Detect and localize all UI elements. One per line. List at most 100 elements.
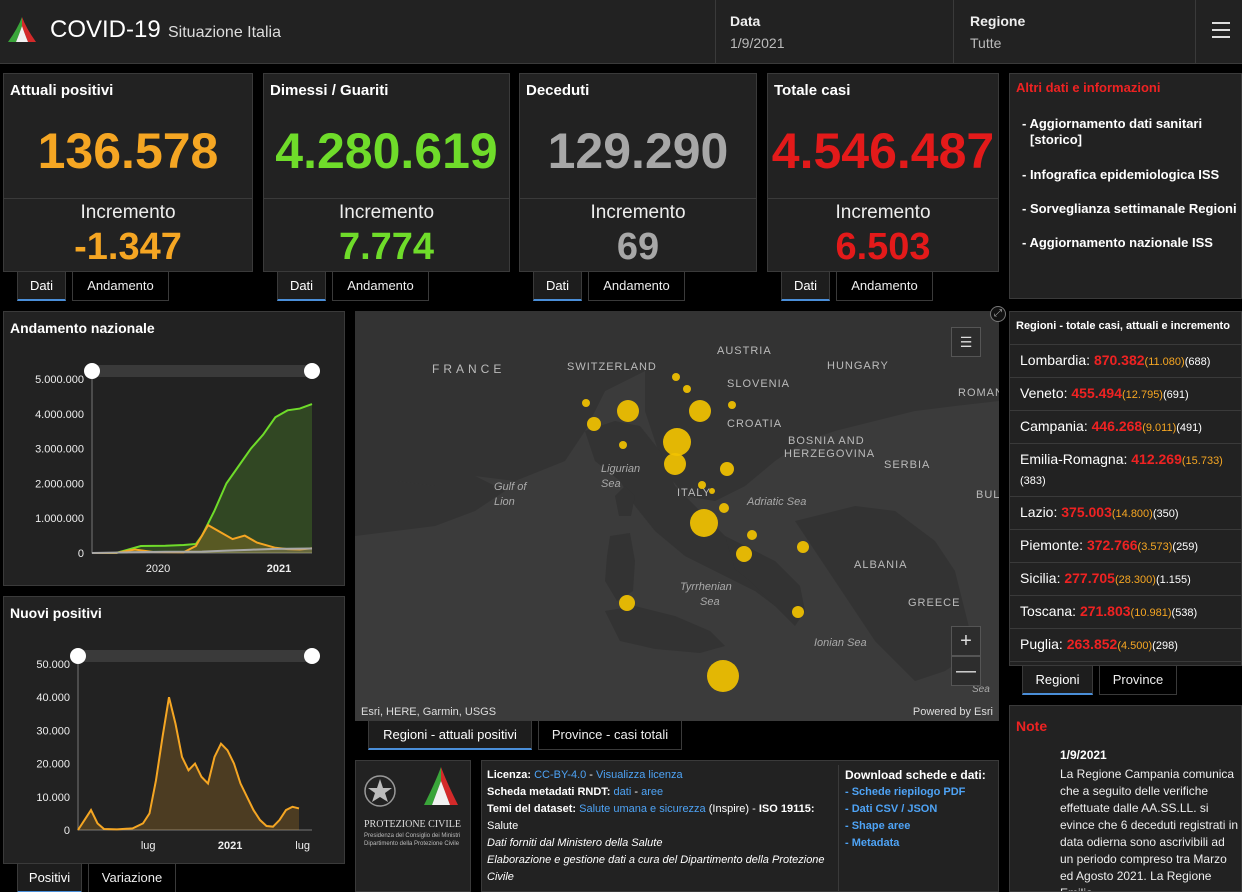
chart-title: Andamento nazionale — [10, 320, 155, 336]
map-label: Adriatic Sea — [747, 496, 807, 508]
zoom-out-button[interactable]: — — [951, 656, 981, 686]
range-slider-handle[interactable] — [304, 363, 320, 379]
regions-header: Regioni - totale casi, attuali e increme… — [1016, 320, 1230, 332]
tab-variazione[interactable]: Variazione — [88, 863, 176, 892]
link-sorveglianza-regioni[interactable]: - Sorveglianza settimanale Regioni — [1022, 201, 1237, 216]
kpi-value: 4.280.619 — [275, 123, 498, 179]
map-label: BUL — [976, 489, 999, 501]
region-current: (10.981) — [1130, 607, 1172, 619]
tab-andamento[interactable]: Andamento — [332, 271, 429, 301]
tab-andamento[interactable]: Andamento — [588, 271, 685, 301]
map-view[interactable]: FRANCE SWITZERLAND AUSTRIA HUNGARY SLOVE… — [355, 311, 999, 721]
nuovi-positivi-chart[interactable]: 50.000 40.000 30.000 20.000 10.000 0 lug 2021 lu… — [4, 597, 346, 865]
tab-map-regioni[interactable]: Regioni - attuali positivi — [368, 720, 532, 750]
region-increment: (691) — [1162, 389, 1189, 401]
download-metadata-link[interactable]: - Metadata — [845, 837, 900, 849]
region-current: (15.733) — [1181, 455, 1223, 467]
map-legend-icon[interactable]: ☰ — [951, 327, 981, 357]
y-tick-label: 50.000 — [36, 659, 70, 671]
region-current: (3.573) — [1137, 541, 1173, 553]
expand-icon[interactable]: ⤢ — [990, 306, 1006, 322]
tab-dati[interactable]: Dati — [533, 271, 582, 301]
link-infografica-iss[interactable]: - Infografica epidemiologica ISS — [1022, 167, 1220, 182]
download-csv-link[interactable]: - Dati CSV / JSON — [845, 803, 938, 815]
regions-list[interactable]: Lombardia: 870.382(11.080)(688) Veneto: 4… — [1010, 344, 1241, 666]
region-name: Toscana: — [1020, 603, 1077, 619]
download-title: Download schede e dati: — [845, 768, 986, 782]
series-line[interactable] — [91, 403, 313, 554]
region-row[interactable]: Campania: 446.268(9.011)(491) — [1010, 410, 1241, 443]
region-row[interactable]: Lombardia: 870.382(11.080)(688) — [1010, 344, 1241, 377]
kpi-value: 136.578 — [37, 123, 219, 179]
region-total: 446.268 — [1091, 418, 1143, 434]
kpi-increment-value: 69 — [616, 226, 660, 268]
region-name: Lazio: — [1020, 504, 1058, 520]
range-slider-handle[interactable] — [304, 648, 320, 664]
region-increment: (491) — [1176, 422, 1202, 434]
tab-dati[interactable]: Dati — [781, 271, 830, 301]
tab-regioni[interactable]: Regioni — [1022, 665, 1093, 695]
range-slider-track[interactable] — [92, 365, 312, 377]
y-tick-label: 20.000 — [36, 759, 70, 771]
tab-andamento[interactable]: Andamento — [72, 271, 169, 301]
link-aggiornamento-iss[interactable]: - Aggiornamento nazionale ISS — [1022, 235, 1213, 250]
range-slider-handle[interactable] — [84, 363, 100, 379]
rndt-dati-link[interactable]: dati — [613, 786, 632, 798]
andamento-chart[interactable]: 5.000.000 4.000.000 3.000.000 2.000.000 1.00… — [4, 312, 346, 587]
tab-map-province[interactable]: Province - casi totali — [538, 720, 682, 750]
region-row[interactable]: Toscana: 271.803(10.981)(538) — [1010, 595, 1241, 628]
x-tick-label: 2020 — [146, 563, 170, 575]
rndt-aree-link[interactable]: aree — [641, 786, 664, 798]
salute-text: Salute — [487, 820, 519, 832]
region-row[interactable]: Piemonte: 372.766(3.573)(259) — [1010, 529, 1241, 562]
divider — [4, 198, 252, 199]
tab-dati[interactable]: Dati — [17, 271, 66, 301]
y-tick-label: 1.000.000 — [35, 513, 84, 525]
kpi-increment-label: Incremento — [80, 202, 176, 223]
licenza-link[interactable]: CC-BY-4.0 — [534, 769, 587, 781]
hamburger-menu-icon[interactable] — [1212, 22, 1230, 38]
region-row[interactable]: Veneto: 455.494(12.795)(691) — [1010, 377, 1241, 410]
region-row[interactable]: Friuli Venezia Giulia: 110.944(1.189)(14… — [1010, 661, 1241, 666]
header-divider — [715, 0, 716, 64]
region-row[interactable]: Puglia: 263.852(4.500)(298) — [1010, 628, 1241, 661]
visualizza-licenza-link[interactable]: Visualizza licenza — [596, 769, 683, 781]
tab-andamento[interactable]: Andamento — [836, 271, 933, 301]
region-row[interactable]: Emilia-Romagna: 412.269(15.733) (383) — [1010, 443, 1241, 496]
date-value[interactable]: 1/9/2021 — [730, 35, 785, 51]
kpi-increment-value: -1.347 — [74, 226, 182, 268]
header-divider — [953, 0, 954, 64]
divider — [838, 765, 839, 892]
series-line[interactable] — [77, 696, 300, 831]
map-label: SERBIA — [884, 459, 931, 471]
link-storico[interactable]: [storico] — [1030, 132, 1082, 147]
region-row[interactable]: Lazio: 375.003(14.800)(350) — [1010, 496, 1241, 529]
series-line[interactable] — [91, 547, 313, 554]
region-increment: (350) — [1152, 508, 1179, 520]
kpi-title: Attuali positivi — [10, 82, 114, 99]
top-bar: COVID-19 Situazione Italia Data 1/9/2021… — [0, 0, 1242, 64]
tab-dati[interactable]: Dati — [277, 271, 326, 301]
tab-positivi[interactable]: Positivi — [17, 863, 82, 892]
series-area — [92, 404, 312, 553]
kpi-panel-totale: Totale casi 4.546.487 Incremento 6.503 — [767, 73, 999, 272]
download-shape-link[interactable]: - Shape aree — [845, 820, 911, 832]
map-label: Sea — [972, 684, 990, 695]
link-aggiornamento-dati[interactable]: - Aggiornamento dati sanitari — [1022, 116, 1203, 131]
region-value[interactable]: Tutte — [970, 35, 1002, 51]
tab-province[interactable]: Province — [1099, 665, 1177, 695]
download-pdf-link[interactable]: - Schede riepilogo PDF — [845, 786, 966, 798]
region-current: (14.800) — [1111, 508, 1153, 520]
range-slider-track[interactable] — [78, 650, 312, 662]
app-subtitle: Situazione Italia — [168, 24, 281, 41]
metadata-text: Licenza: CC-BY-4.0 - Visualizza licenza … — [487, 767, 837, 886]
map-label: Ionian Sea — [814, 637, 867, 649]
info-title: Altri dati e informazioni — [1016, 80, 1161, 95]
map-powered-by[interactable]: Powered by Esri — [912, 706, 993, 718]
range-slider-handle[interactable] — [70, 648, 86, 664]
x-tick-label: 2021 — [267, 563, 291, 575]
zoom-in-button[interactable]: + — [951, 626, 981, 656]
region-row[interactable]: Sicilia: 277.705(28.300)(1.155) — [1010, 562, 1241, 595]
temi-link[interactable]: Salute umana e sicurezza — [579, 803, 706, 815]
iso-label: ISO 19115: — [758, 803, 815, 815]
